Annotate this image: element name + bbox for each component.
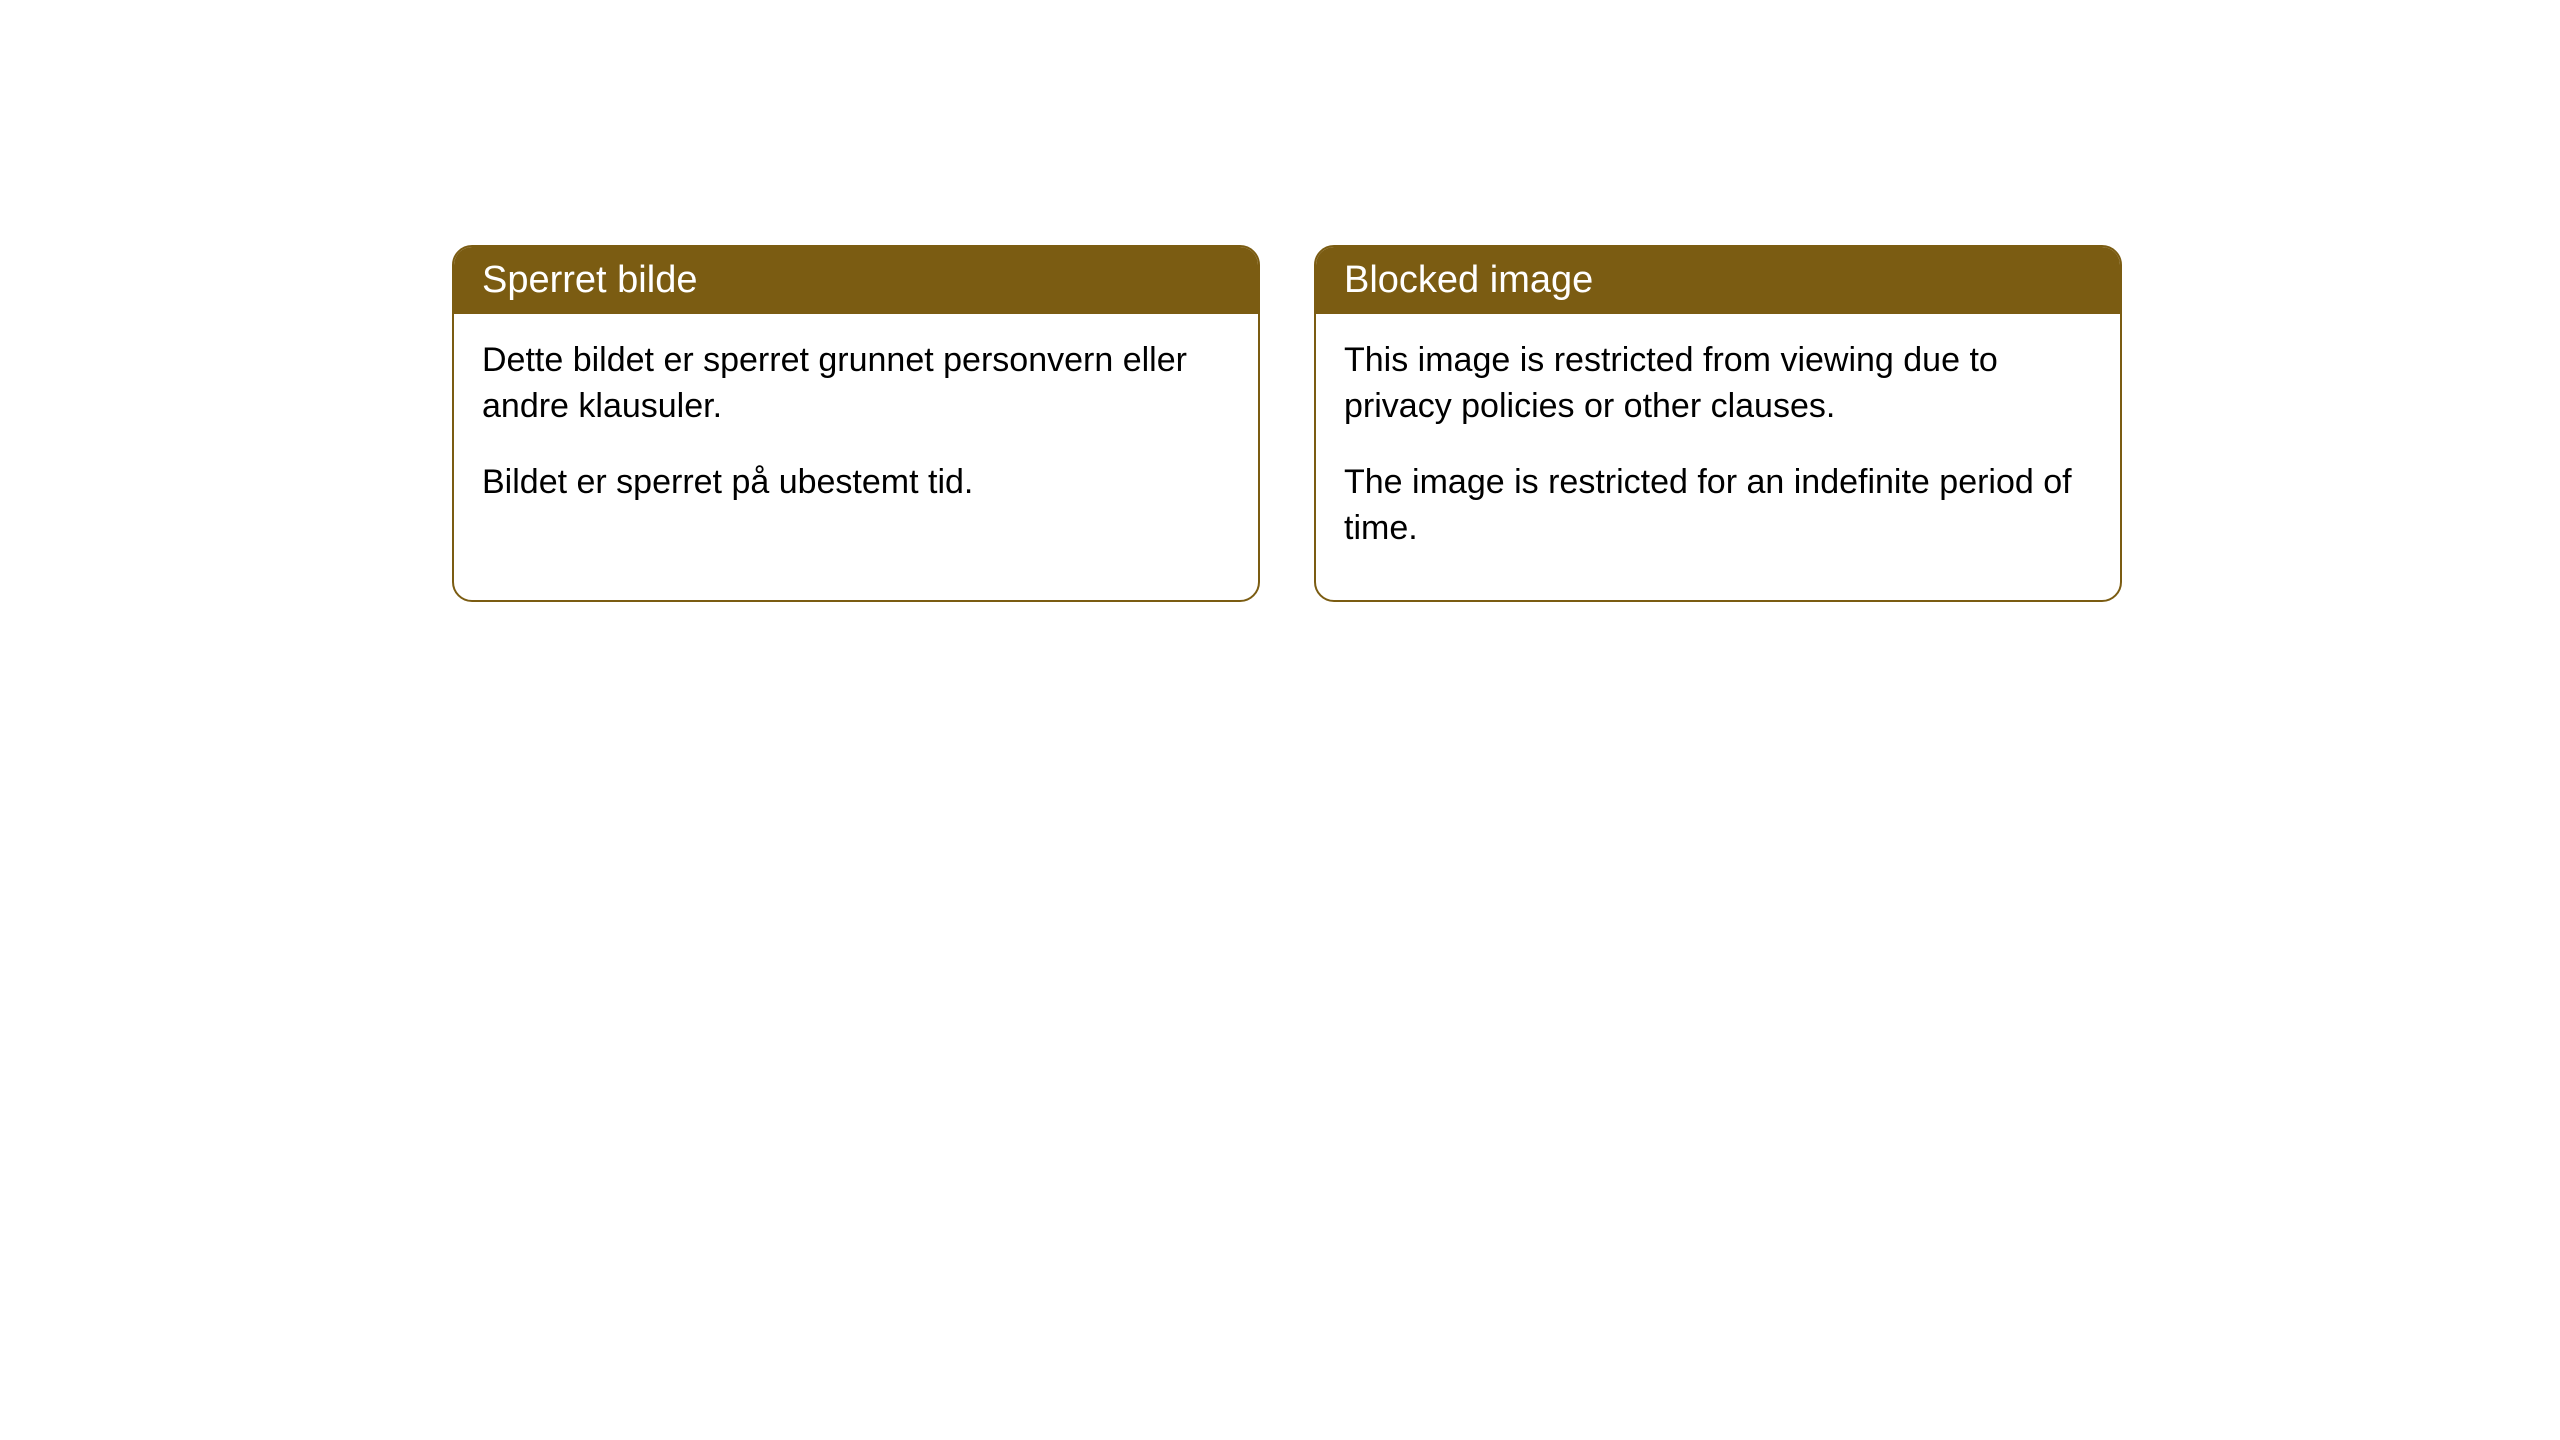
card-title: Sperret bilde [482, 259, 697, 301]
card-container: Sperret bilde Dette bildet er sperret gr… [0, 0, 2560, 602]
card-header: Sperret bilde [454, 247, 1258, 314]
card-paragraph-1: This image is restricted from viewing du… [1344, 338, 2092, 430]
card-paragraph-2: The image is restricted for an indefinit… [1344, 460, 2092, 552]
card-paragraph-1: Dette bildet er sperret grunnet personve… [482, 338, 1230, 430]
card-paragraph-2: Bildet er sperret på ubestemt tid. [482, 460, 1230, 506]
blocked-image-card-norwegian: Sperret bilde Dette bildet er sperret gr… [452, 245, 1260, 602]
card-title: Blocked image [1344, 259, 1593, 301]
blocked-image-card-english: Blocked image This image is restricted f… [1314, 245, 2122, 602]
card-body: This image is restricted from viewing du… [1316, 314, 2120, 600]
card-header: Blocked image [1316, 247, 2120, 314]
card-body: Dette bildet er sperret grunnet personve… [454, 314, 1258, 554]
